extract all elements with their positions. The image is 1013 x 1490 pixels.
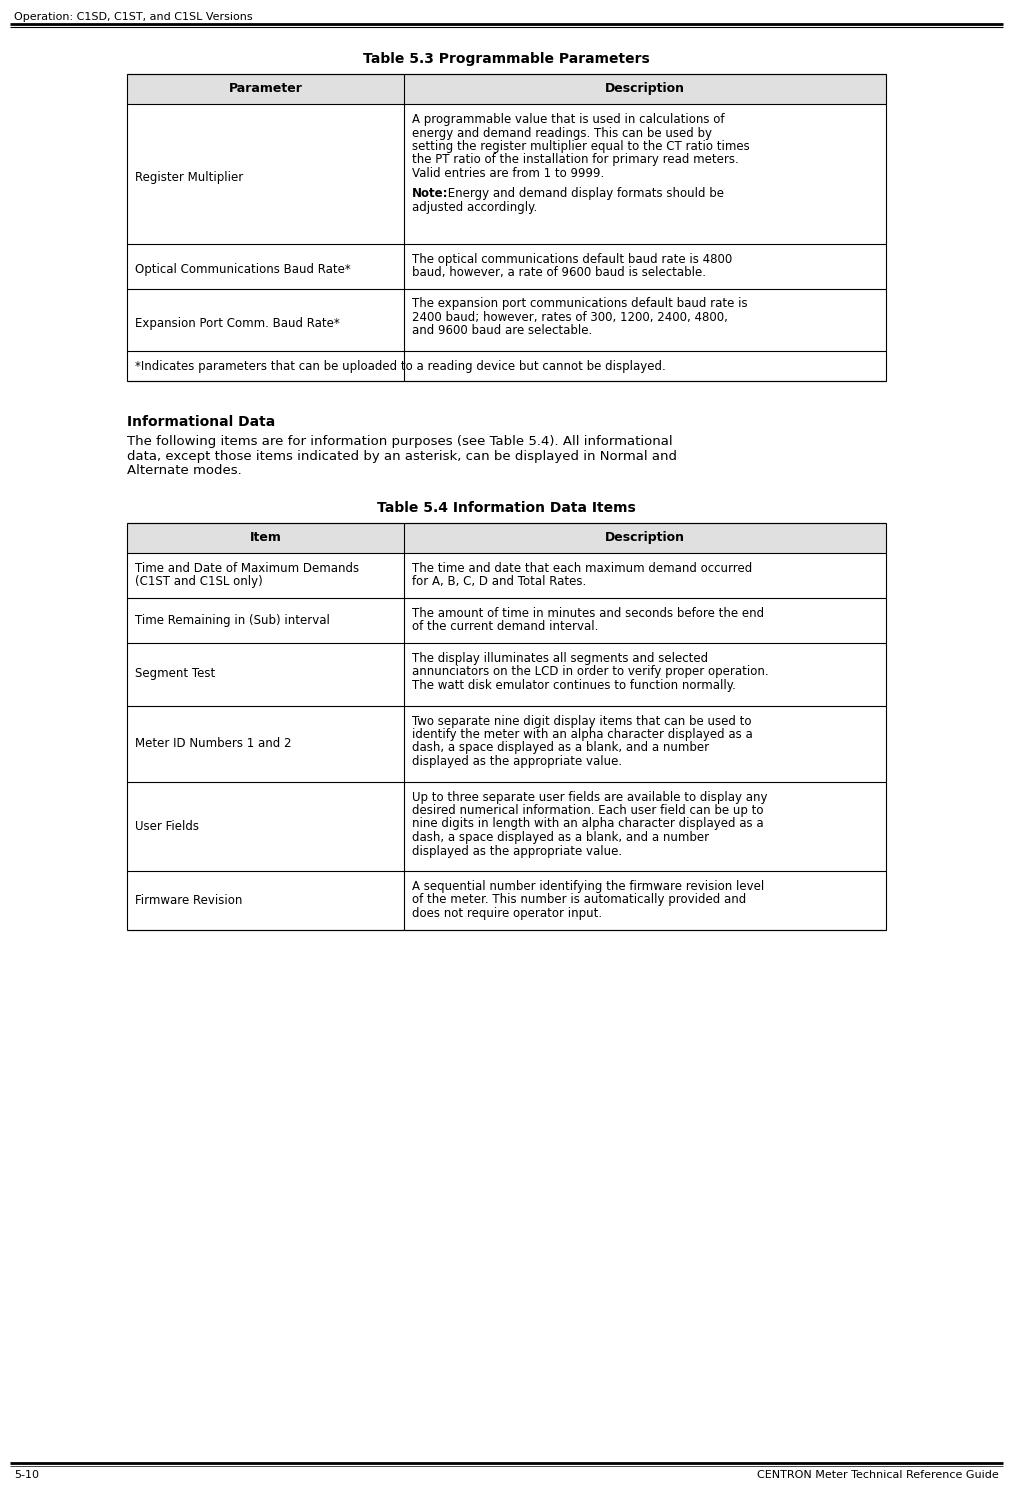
- Text: Time and Date of Maximum Demands: Time and Date of Maximum Demands: [135, 562, 360, 575]
- Text: for A, B, C, D and Total Rates.: for A, B, C, D and Total Rates.: [412, 575, 587, 589]
- Text: Time Remaining in (Sub) interval: Time Remaining in (Sub) interval: [135, 614, 330, 627]
- Text: A programmable value that is used in calculations of: A programmable value that is used in cal…: [412, 113, 724, 127]
- Text: Description: Description: [605, 530, 685, 544]
- Text: Energy and demand display formats should be: Energy and demand display formats should…: [444, 188, 724, 200]
- Text: displayed as the appropriate value.: displayed as the appropriate value.: [412, 845, 622, 858]
- Text: A sequential number identifying the firmware revision level: A sequential number identifying the firm…: [412, 881, 764, 893]
- Bar: [127, 523, 886, 553]
- Text: CENTRON Meter Technical Reference Guide: CENTRON Meter Technical Reference Guide: [758, 1471, 999, 1480]
- Text: Note:: Note:: [412, 188, 449, 200]
- Text: Alternate modes.: Alternate modes.: [127, 465, 242, 477]
- Text: baud, however, a rate of 9600 baud is selectable.: baud, however, a rate of 9600 baud is se…: [412, 267, 706, 279]
- Text: (C1ST and C1SL only): (C1ST and C1SL only): [135, 575, 262, 589]
- Text: The following items are for information purposes (see Table 5.4). All informatio: The following items are for information …: [127, 435, 673, 448]
- Text: data, except those items indicated by an asterisk, can be displayed in Normal an: data, except those items indicated by an…: [127, 450, 677, 463]
- Text: The amount of time in minutes and seconds before the end: The amount of time in minutes and second…: [412, 606, 764, 620]
- Text: Description: Description: [605, 82, 685, 95]
- Text: Two separate nine digit display items that can be used to: Two separate nine digit display items th…: [412, 715, 752, 727]
- Text: annunciators on the LCD in order to verify proper operation.: annunciators on the LCD in order to veri…: [412, 666, 769, 678]
- Text: dash, a space displayed as a blank, and a number: dash, a space displayed as a blank, and …: [412, 742, 709, 754]
- Text: Up to three separate user fields are available to display any: Up to three separate user fields are ava…: [412, 791, 768, 803]
- Text: Table 5.3 Programmable Parameters: Table 5.3 Programmable Parameters: [363, 52, 650, 66]
- Text: User Fields: User Fields: [135, 820, 199, 833]
- Text: adjusted accordingly.: adjusted accordingly.: [412, 201, 537, 213]
- Text: The display illuminates all segments and selected: The display illuminates all segments and…: [412, 653, 708, 665]
- Text: desired numerical information. Each user field can be up to: desired numerical information. Each user…: [412, 805, 764, 817]
- Text: Optical Communications Baud Rate*: Optical Communications Baud Rate*: [135, 264, 350, 277]
- Text: does not require operator input.: does not require operator input.: [412, 907, 602, 919]
- Text: The watt disk emulator continues to function normally.: The watt disk emulator continues to func…: [412, 679, 735, 691]
- Bar: [127, 74, 886, 104]
- Text: identify the meter with an alpha character displayed as a: identify the meter with an alpha charact…: [412, 729, 753, 741]
- Text: Valid entries are from 1 to 9999.: Valid entries are from 1 to 9999.: [412, 167, 605, 180]
- Text: The time and date that each maximum demand occurred: The time and date that each maximum dema…: [412, 562, 753, 575]
- Text: Firmware Revision: Firmware Revision: [135, 894, 242, 906]
- Text: dash, a space displayed as a blank, and a number: dash, a space displayed as a blank, and …: [412, 831, 709, 843]
- Text: Table 5.4 Information Data Items: Table 5.4 Information Data Items: [377, 501, 636, 516]
- Text: Meter ID Numbers 1 and 2: Meter ID Numbers 1 and 2: [135, 736, 292, 749]
- Text: 5-10: 5-10: [14, 1471, 38, 1480]
- Text: energy and demand readings. This can be used by: energy and demand readings. This can be …: [412, 127, 712, 140]
- Text: The expansion port communications default baud rate is: The expansion port communications defaul…: [412, 298, 748, 310]
- Text: nine digits in length with an alpha character displayed as a: nine digits in length with an alpha char…: [412, 818, 764, 830]
- Text: *Indicates parameters that can be uploaded to a reading device but cannot be dis: *Indicates parameters that can be upload…: [135, 361, 666, 372]
- Text: of the meter. This number is automatically provided and: of the meter. This number is automatical…: [412, 894, 747, 906]
- Text: Segment Test: Segment Test: [135, 668, 215, 681]
- Text: setting the register multiplier equal to the CT ratio times: setting the register multiplier equal to…: [412, 140, 750, 153]
- Text: the PT ratio of the installation for primary read meters.: the PT ratio of the installation for pri…: [412, 153, 738, 167]
- Text: Informational Data: Informational Data: [127, 416, 276, 429]
- Text: Expansion Port Comm. Baud Rate*: Expansion Port Comm. Baud Rate*: [135, 317, 339, 331]
- Text: 2400 baud; however, rates of 300, 1200, 2400, 4800,: 2400 baud; however, rates of 300, 1200, …: [412, 311, 728, 323]
- Text: Operation: C1SD, C1ST, and C1SL Versions: Operation: C1SD, C1ST, and C1SL Versions: [14, 12, 252, 22]
- Text: Item: Item: [249, 530, 282, 544]
- Text: displayed as the appropriate value.: displayed as the appropriate value.: [412, 755, 622, 767]
- Text: Register Multiplier: Register Multiplier: [135, 171, 243, 185]
- Text: of the current demand interval.: of the current demand interval.: [412, 620, 599, 633]
- Text: Parameter: Parameter: [229, 82, 303, 95]
- Text: and 9600 baud are selectable.: and 9600 baud are selectable.: [412, 325, 593, 338]
- Text: The optical communications default baud rate is 4800: The optical communications default baud …: [412, 252, 732, 265]
